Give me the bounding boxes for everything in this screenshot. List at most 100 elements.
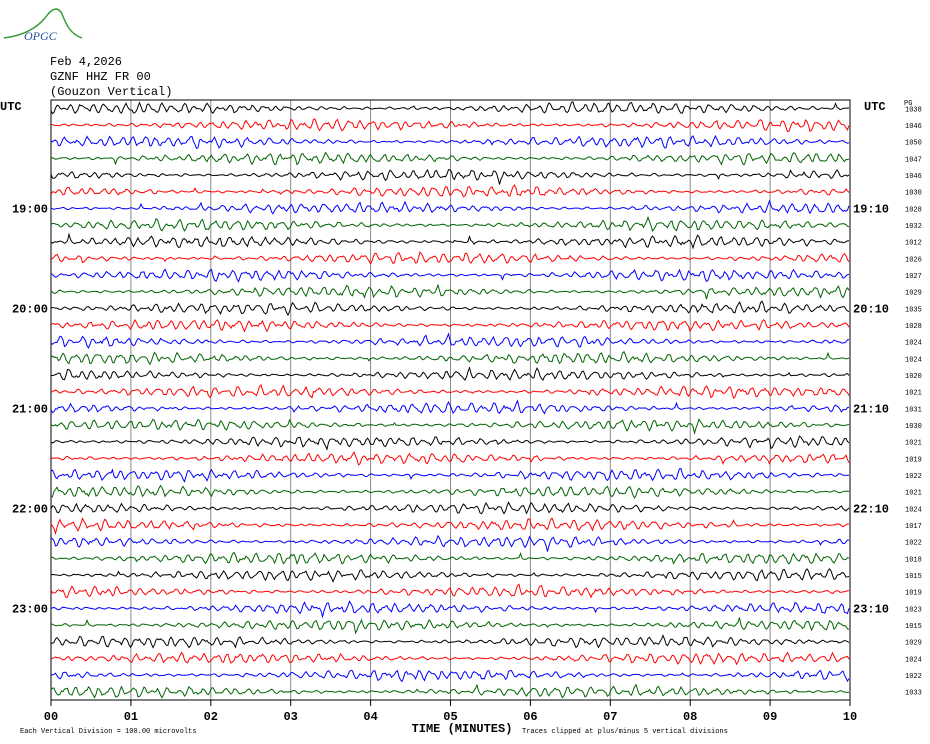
- right-column-label: PG: [904, 100, 912, 108]
- row-value: 1035: [905, 306, 922, 314]
- trace: [50, 669, 850, 683]
- row-value: 1031: [905, 406, 922, 414]
- x-tick-label: 09: [763, 710, 777, 724]
- trace: [50, 484, 850, 500]
- x-tick-label: 06: [523, 710, 537, 724]
- row-value: 1021: [905, 490, 922, 498]
- trace: [50, 399, 850, 415]
- x-tick-label: 05: [443, 710, 457, 724]
- row-label-right: 21:10: [853, 402, 889, 416]
- footnote-left: Each Vertical Division = 100.00 microvol…: [20, 728, 196, 736]
- trace: [50, 283, 850, 300]
- trace: [50, 168, 850, 185]
- row-label-right: 23:10: [853, 602, 889, 616]
- row-value: 1022: [905, 540, 922, 548]
- trace: [50, 517, 850, 536]
- row-value: 1029: [905, 290, 922, 298]
- row-value: 1024: [905, 506, 922, 514]
- x-tick-label: 00: [44, 710, 58, 724]
- row-value: 1028: [905, 206, 922, 214]
- trace: [50, 551, 850, 565]
- row-value: 1021: [905, 390, 922, 398]
- trace: [50, 118, 850, 133]
- left-axis-label: UTC: [0, 100, 22, 114]
- row-value: 1046: [905, 123, 922, 131]
- row-label-right: 20:10: [853, 302, 889, 316]
- trace: [50, 318, 850, 333]
- trace: [50, 617, 850, 635]
- row-value: 1024: [905, 656, 922, 664]
- date: Feb 4,2026: [50, 55, 122, 69]
- trace: [50, 383, 850, 399]
- logo-curve: [3, 8, 83, 39]
- row-label-left: 20:00: [12, 302, 48, 316]
- trace: [50, 435, 850, 451]
- trace: [50, 418, 850, 436]
- trace: [50, 651, 850, 666]
- x-tick-label: 03: [283, 710, 297, 724]
- row-value: 1026: [905, 256, 922, 264]
- row-label-left: 19:00: [12, 202, 48, 216]
- trace: [50, 184, 850, 198]
- row-value: 1022: [905, 673, 922, 681]
- trace: [50, 251, 850, 265]
- x-axis-label: TIME (MINUTES): [412, 722, 513, 736]
- row-label-left: 21:00: [12, 402, 48, 416]
- trace: [50, 683, 850, 699]
- trace: [50, 101, 850, 115]
- row-value: 1023: [905, 606, 922, 614]
- x-tick-label: 07: [603, 710, 617, 724]
- trace: [50, 451, 850, 466]
- x-tick-label: 04: [363, 710, 377, 724]
- x-tick-label: 01: [124, 710, 138, 724]
- row-label-left: 22:00: [12, 502, 48, 516]
- row-value: 1050: [905, 140, 922, 148]
- trace: [50, 215, 850, 233]
- row-value: 1019: [905, 456, 922, 464]
- trace: [50, 583, 850, 599]
- row-value: 1024: [905, 340, 922, 348]
- trace: [51, 151, 850, 166]
- right-axis-label: UTC: [864, 100, 886, 114]
- trace: [51, 300, 850, 317]
- row-label-right: 19:10: [853, 202, 889, 216]
- trace: [51, 634, 850, 649]
- trace: [50, 501, 850, 515]
- row-value: 1038: [905, 106, 922, 114]
- row-value: 1029: [905, 640, 922, 648]
- trace: [50, 534, 850, 552]
- logo: OPGC: [24, 29, 58, 43]
- trace: [50, 199, 850, 215]
- row-value: 1046: [905, 173, 922, 181]
- station: GZNF HHZ FR 00: [50, 70, 151, 84]
- trace: [50, 332, 849, 349]
- trace: [50, 568, 850, 583]
- row-label-right: 22:10: [853, 502, 889, 516]
- row-value: 1033: [905, 690, 922, 698]
- row-value: 1015: [905, 623, 922, 631]
- row-value: 1024: [905, 356, 922, 364]
- trace: [50, 134, 850, 150]
- x-tick-label: 10: [843, 710, 857, 724]
- row-label-left: 23:00: [12, 602, 48, 616]
- row-value: 1021: [905, 440, 922, 448]
- row-value: 1019: [905, 590, 922, 598]
- row-value: 1047: [905, 156, 922, 164]
- row-value: 1032: [905, 223, 922, 231]
- plot-frame: [50, 99, 851, 701]
- location: (Gouzon Vertical): [50, 85, 172, 99]
- row-value: 1022: [905, 473, 922, 481]
- footnote-right: Traces clipped at plus/minus 5 vertical …: [522, 728, 728, 736]
- row-value: 1018: [905, 556, 922, 564]
- row-value: 1015: [905, 573, 922, 581]
- x-tick-label: 02: [204, 710, 218, 724]
- row-value: 1030: [905, 423, 922, 431]
- trace: [50, 268, 850, 283]
- trace: [50, 366, 850, 382]
- trace: [50, 350, 850, 366]
- trace: [50, 468, 849, 483]
- row-value: 1030: [905, 190, 922, 198]
- row-value: 1017: [905, 523, 922, 531]
- trace: [50, 600, 850, 619]
